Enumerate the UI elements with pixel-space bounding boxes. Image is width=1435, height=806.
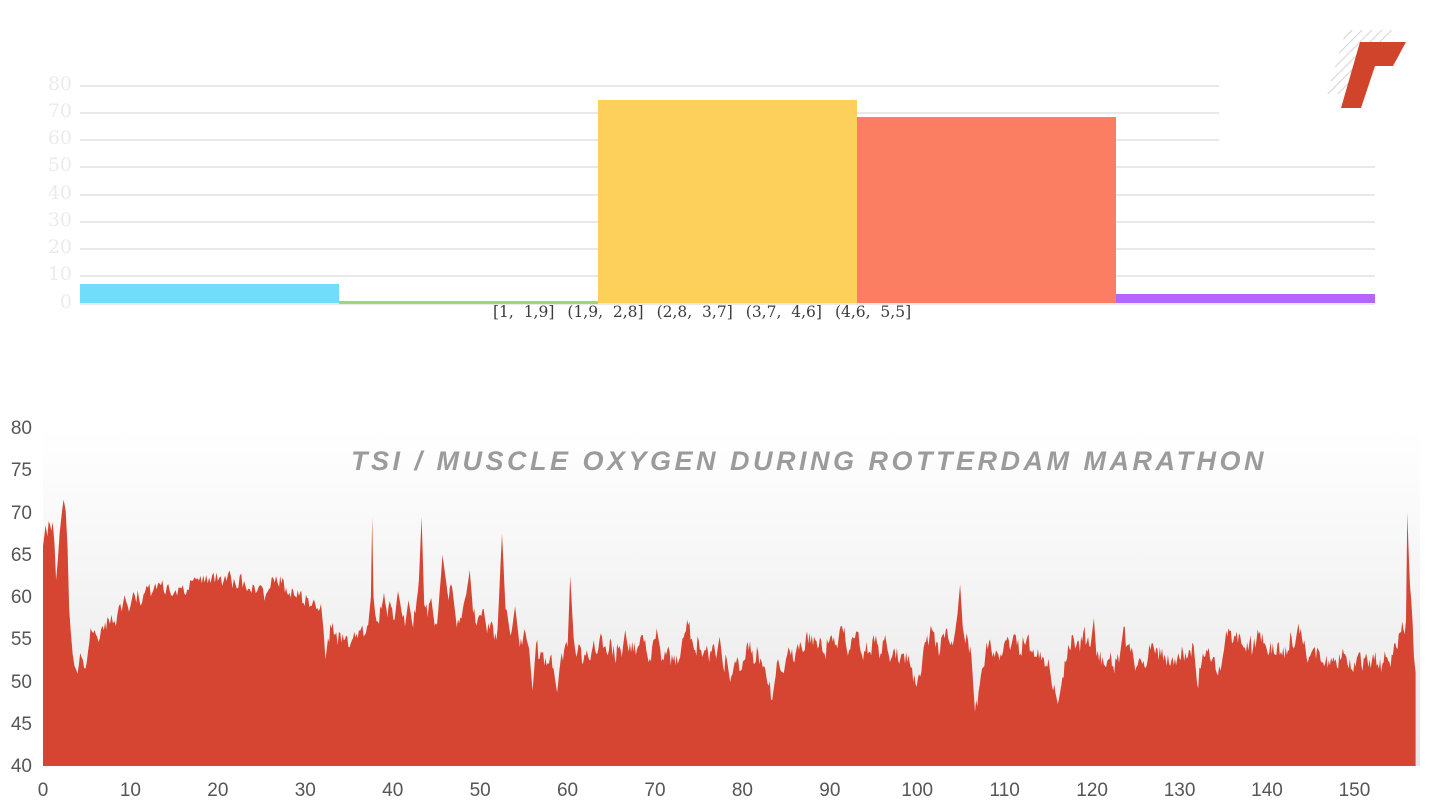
gridline <box>80 302 1375 305</box>
histogram-chart: 0 10 20 30 40 50 60 70 80 [1, 1,9] (1,9, 2,8] (2,8… <box>0 0 1435 340</box>
y-tick-label: 45 <box>10 713 32 735</box>
histogram-bar <box>598 100 857 304</box>
y-tick-label: 40 <box>47 181 72 204</box>
x-tick-label: 40 <box>382 780 404 801</box>
y-tick-label: 65 <box>10 544 32 566</box>
bin-label: (2,8, 3,7] <box>656 303 733 321</box>
y-tick-label: 75 <box>10 460 32 482</box>
x-tick-label: 60 <box>556 780 579 801</box>
y-tick-label: 60 <box>47 127 72 149</box>
x-tick-label: 130 <box>1163 780 1196 801</box>
x-tick-label: 20 <box>207 780 229 801</box>
logo-background-patch <box>1219 0 1435 163</box>
y-tick-label: 80 <box>47 72 72 95</box>
histogram-bar <box>339 300 598 304</box>
bin-label: (4,6, 5,5] <box>834 303 912 321</box>
y-tick-label: 20 <box>47 236 72 258</box>
x-tick-label: 80 <box>731 780 753 801</box>
y-tick-label: 10 <box>47 263 72 286</box>
x-tick-label: 140 <box>1251 780 1283 801</box>
x-tick-label: 90 <box>819 780 841 801</box>
logo-glyph <box>1341 42 1406 108</box>
area-series <box>43 499 1416 766</box>
histogram-bar <box>857 117 1116 304</box>
histogram-bar <box>80 284 339 304</box>
x-tick-label: 150 <box>1338 780 1371 801</box>
x-tick-label: 110 <box>989 780 1020 801</box>
area-path <box>43 499 1416 766</box>
x-axis-bin-labels: [1, 1,9] (1,9, 2,8] (2,8, 3,7] (3,7, 4,6] (4… <box>493 303 911 321</box>
bin-label: (1,9, 2,8] <box>567 303 644 321</box>
y-tick-label: 30 <box>47 208 72 231</box>
y-tick-label: 50 <box>47 154 72 177</box>
plot-area <box>43 428 1420 766</box>
gamma-logo-icon <box>1327 30 1406 108</box>
y-tick-label: 50 <box>10 671 32 693</box>
x-tick-label: 100 <box>901 780 934 801</box>
bin-label: [1, 1,9] <box>493 303 555 321</box>
tsi-area-chart: TSI / MUSCLE OXYGEN DURING ROTTERDAM MAR… <box>0 400 1435 806</box>
x-tick-label: 50 <box>469 780 491 801</box>
y-tick-label: 70 <box>47 99 72 122</box>
x-tick-label: 30 <box>294 780 316 801</box>
x-tick-label: 10 <box>119 780 141 801</box>
y-tick-label: 40 <box>10 756 32 777</box>
x-tick-label: 70 <box>644 780 666 801</box>
bin-label: (3,7, 4,6] <box>745 303 822 321</box>
x-tick-label: 0 <box>37 780 49 801</box>
gridline <box>80 84 1219 87</box>
y-tick-label: 60 <box>10 587 32 608</box>
y-tick-label: 70 <box>10 502 32 524</box>
x-tick-label: 120 <box>1076 780 1108 801</box>
chart-title: TSI / MUSCLE OXYGEN DURING ROTTERDAM MAR… <box>351 446 1267 476</box>
y-tick-label: 55 <box>10 629 32 651</box>
y-tick-label: 0 <box>59 290 72 313</box>
histogram-bar <box>1116 294 1375 304</box>
y-tick-label: 80 <box>10 418 32 439</box>
